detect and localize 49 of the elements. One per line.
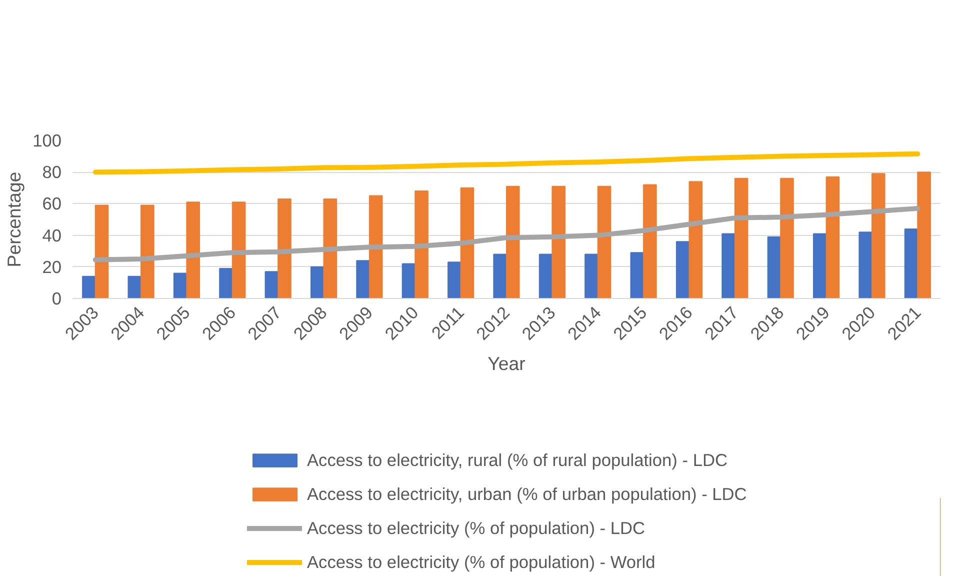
bar [173,272,188,298]
bar [264,271,279,298]
y-tick-label: 100 [32,130,62,150]
bar [858,232,872,298]
legend-label: Access to electricity (% of population) - LDC [307,516,646,540]
bar [734,178,748,298]
bar [584,254,598,298]
bar [368,195,383,298]
bar [904,228,918,298]
bar [643,184,657,298]
bar [506,186,520,298]
bar [232,202,246,298]
legend-label: Access to electricity, rural (% of rural population) - LDC [307,448,728,472]
bar [186,202,200,298]
bar [414,190,428,298]
bar [82,276,96,298]
bar [552,186,566,298]
bar [356,260,370,298]
bar [219,268,233,298]
y-tick-label: 80 [42,162,62,182]
bar [767,236,782,298]
bar [140,204,154,298]
legend-label: Access to electricity (% of population) - World [307,550,656,574]
bar [826,176,840,298]
bar [128,276,142,298]
bar [813,233,827,298]
bar [402,263,416,298]
y-tick-label: 20 [42,256,62,277]
y-tick-label: 60 [42,194,62,214]
bar [780,178,794,298]
bar [917,172,931,298]
bar [871,173,886,298]
y-tick-label: 40 [42,225,62,246]
legend-label: Access to electricity, urban (% of urban population) - LDC [307,482,747,506]
bar [722,233,736,298]
y-axis-title: Percentage [4,172,25,268]
bar [688,181,703,298]
x-axis-title: Year [488,353,526,374]
bar [630,252,644,298]
bar [94,204,109,298]
y-tick-label: 0 [52,288,62,308]
bar [460,187,474,298]
bar [310,266,324,298]
bar [323,198,338,298]
bar [597,186,612,298]
bar [676,241,690,298]
bar [493,254,507,298]
bar [448,262,462,298]
bar [278,198,292,298]
